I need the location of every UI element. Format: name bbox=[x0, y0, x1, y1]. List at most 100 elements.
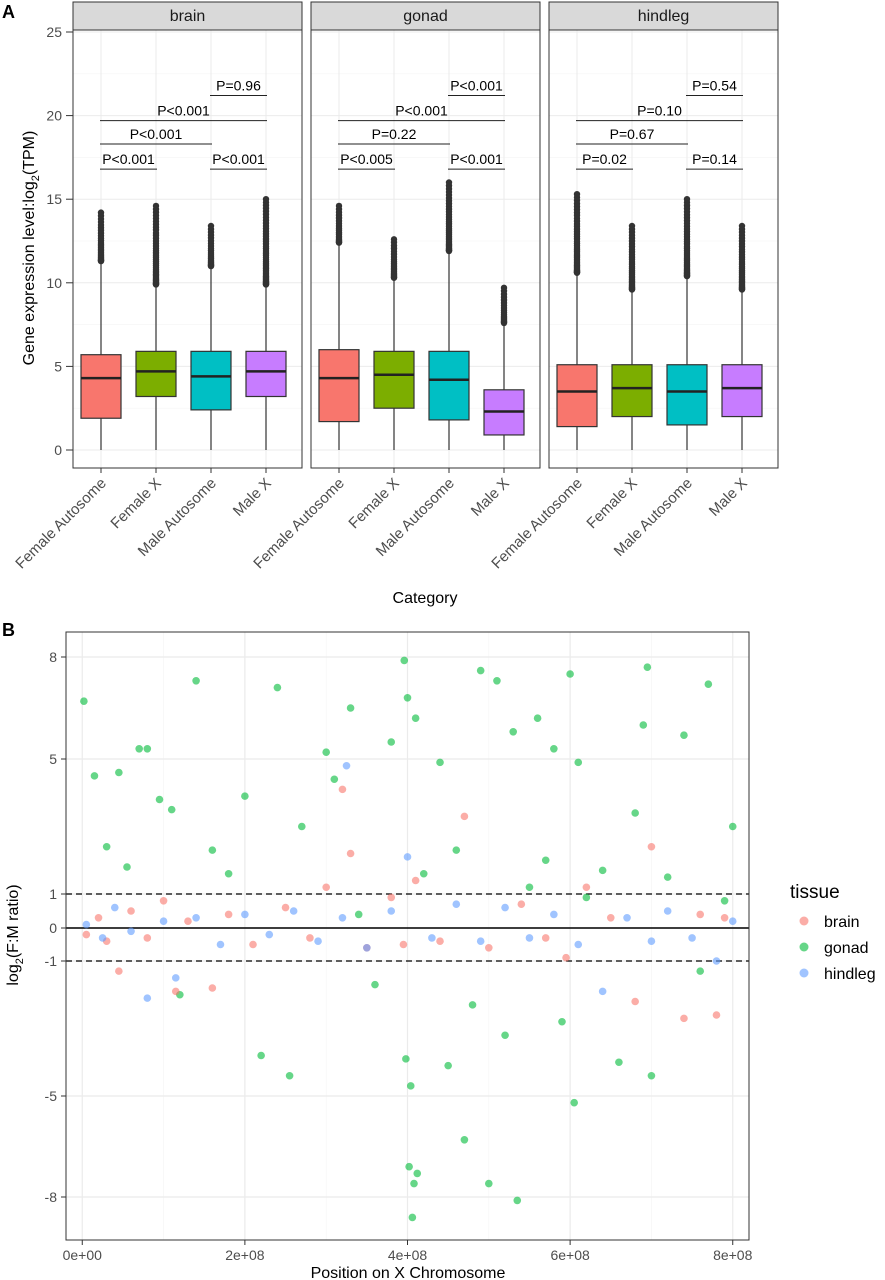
point-gonad bbox=[241, 792, 249, 800]
point-hindleg bbox=[712, 957, 721, 965]
y-tick-label: 5 bbox=[49, 751, 57, 767]
point-gonad bbox=[135, 745, 143, 753]
box-body bbox=[428, 350, 470, 421]
box-body bbox=[135, 350, 177, 398]
point-brain bbox=[322, 883, 330, 892]
point-gonad bbox=[485, 1179, 493, 1188]
point-hindleg bbox=[550, 910, 558, 919]
point-hindleg bbox=[338, 914, 347, 922]
box-body bbox=[190, 350, 232, 411]
series-hindleg bbox=[82, 761, 737, 1002]
point-gonad bbox=[525, 883, 534, 892]
point-hindleg bbox=[387, 907, 396, 915]
point-brain bbox=[387, 893, 396, 902]
point-brain bbox=[306, 934, 314, 942]
point-hindleg bbox=[452, 900, 461, 908]
box-outlier bbox=[390, 236, 398, 243]
box-outlier bbox=[500, 284, 508, 292]
point-hindleg bbox=[647, 937, 656, 945]
comparison-p-value: P=0.10 bbox=[637, 103, 682, 119]
x-tick-label: 6e+08 bbox=[550, 1247, 590, 1263]
y-tick-label: 25 bbox=[46, 24, 62, 40]
point-hindleg bbox=[428, 934, 436, 942]
point-gonad bbox=[354, 910, 363, 919]
legend-label: gonad bbox=[824, 940, 869, 957]
box-outlier bbox=[445, 179, 453, 186]
comparison-p-value: P=0.02 bbox=[582, 151, 627, 167]
point-hindleg bbox=[216, 940, 225, 949]
point-gonad bbox=[468, 1001, 477, 1009]
point-gonad bbox=[411, 714, 420, 722]
x-tick-label: Female X bbox=[345, 475, 402, 532]
point-brain bbox=[460, 812, 469, 821]
comparison-p-value: P<0.001 bbox=[130, 126, 183, 142]
point-hindleg bbox=[342, 761, 351, 770]
point-hindleg bbox=[598, 987, 607, 996]
y-tick-label: -5 bbox=[45, 1088, 58, 1104]
panel-a-y-ticks: 0 5 10 15 20 25 bbox=[46, 24, 73, 458]
point-hindleg bbox=[159, 917, 168, 925]
y-tick-label: 8 bbox=[49, 649, 57, 665]
y-tick-label: 1 bbox=[49, 886, 57, 902]
point-gonad bbox=[330, 775, 339, 784]
point-hindleg bbox=[403, 853, 412, 861]
box-outlier bbox=[97, 209, 105, 216]
point-hindleg bbox=[82, 920, 91, 929]
comparison-p-value: P<0.001 bbox=[450, 151, 503, 167]
point-hindleg bbox=[314, 937, 322, 945]
point-brain bbox=[399, 940, 408, 949]
point-gonad bbox=[208, 846, 217, 854]
legend-label: hindleg bbox=[824, 966, 876, 983]
point-gonad bbox=[115, 768, 123, 777]
box-male-x bbox=[245, 196, 287, 450]
panel-b-reference-lines bbox=[66, 893, 749, 962]
point-brain bbox=[143, 934, 152, 942]
panel-b-points bbox=[80, 656, 737, 1222]
legend-key bbox=[799, 916, 809, 926]
point-brain bbox=[631, 997, 639, 1006]
point-brain bbox=[208, 984, 217, 992]
comparison-p-value: P<0.001 bbox=[450, 78, 503, 94]
panel-b-y-axis-title: log2(F:M ratio) bbox=[5, 884, 26, 985]
comparison-p-value: P<0.001 bbox=[102, 151, 155, 167]
point-brain bbox=[720, 914, 729, 922]
comparison-p-value: P=0.67 bbox=[610, 126, 655, 142]
point-gonad bbox=[410, 1179, 418, 1188]
box-male-x bbox=[483, 284, 525, 450]
box-outlier bbox=[207, 222, 215, 230]
point-hindleg bbox=[663, 907, 672, 915]
facet-strip-label: brain bbox=[170, 8, 206, 25]
comparison-p-value: P=0.22 bbox=[372, 126, 417, 142]
point-hindleg bbox=[110, 903, 119, 912]
legend-key bbox=[799, 942, 809, 952]
point-gonad bbox=[285, 1071, 294, 1080]
point-gonad bbox=[346, 704, 355, 712]
point-gonad bbox=[403, 694, 412, 702]
box-male-x bbox=[721, 222, 763, 450]
box-outlier bbox=[738, 222, 746, 230]
point-gonad bbox=[192, 677, 200, 685]
point-brain bbox=[712, 1011, 721, 1019]
point-hindleg bbox=[363, 944, 371, 952]
point-hindleg bbox=[688, 934, 696, 942]
point-hindleg bbox=[127, 927, 135, 936]
x-tick-label: 0e+00 bbox=[63, 1247, 103, 1263]
point-hindleg bbox=[623, 914, 631, 922]
point-gonad bbox=[90, 772, 99, 780]
box-body bbox=[318, 349, 360, 423]
point-gonad bbox=[493, 677, 501, 685]
point-gonad bbox=[643, 663, 652, 671]
y-tick-label: 20 bbox=[46, 108, 62, 124]
point-brain bbox=[82, 930, 91, 939]
box-female-x bbox=[373, 236, 415, 450]
box-outlier bbox=[573, 190, 581, 198]
point-gonad bbox=[615, 1058, 623, 1067]
panel-b-legend: tissue brain gonad hindleg bbox=[790, 882, 876, 983]
facet-border bbox=[72, 29, 303, 469]
point-brain bbox=[647, 842, 656, 851]
point-brain bbox=[346, 849, 355, 858]
point-hindleg bbox=[476, 937, 485, 945]
legend-label: brain bbox=[824, 914, 860, 931]
point-gonad bbox=[224, 869, 233, 878]
x-tick-label: Female X bbox=[583, 475, 640, 532]
